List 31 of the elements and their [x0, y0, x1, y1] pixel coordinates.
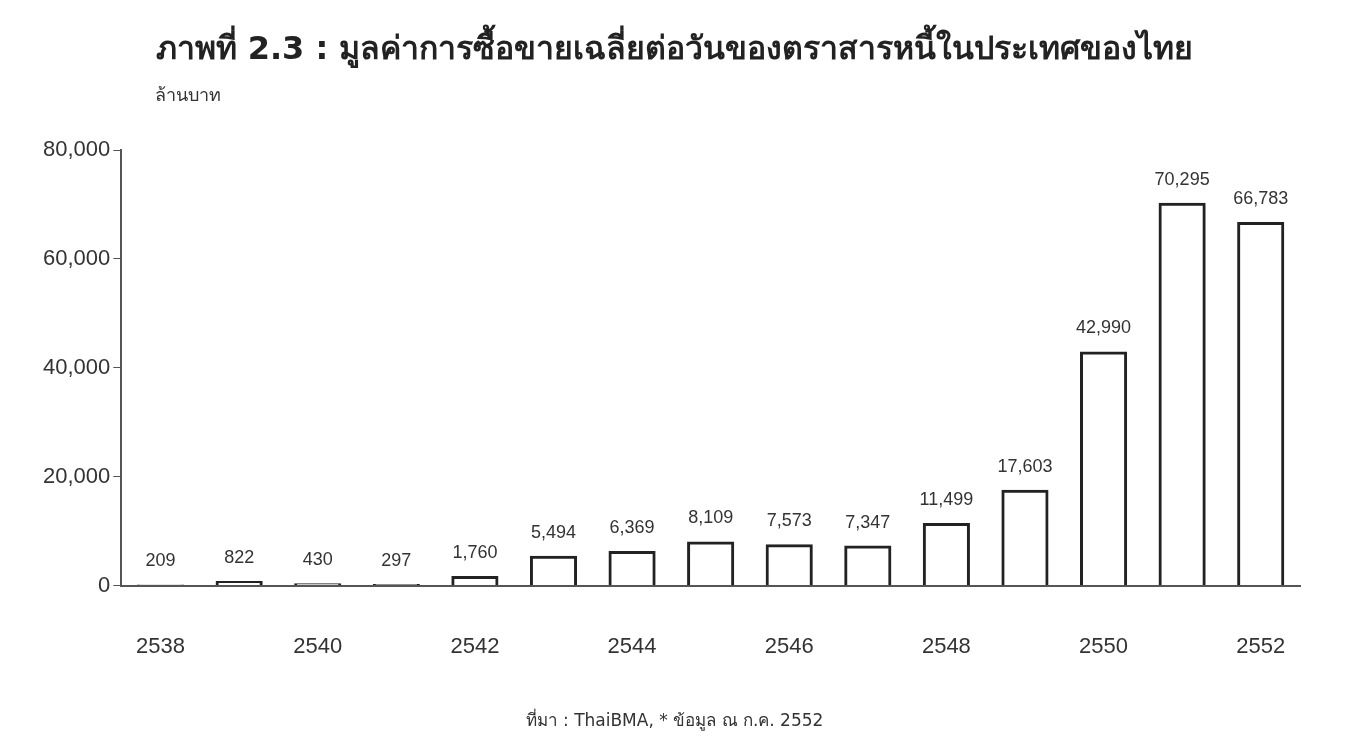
chart-title: ภาพที่ 2.3 : มูลค่าการซื้อขายเฉลี่ยต่อวันของตราสารหนี้ในประเทศของไทย: [154, 23, 1195, 70]
y-tick-label: 80,000: [42, 136, 111, 162]
text: ที่มา : ThaiBMA, * ข้อมูล ณ ก.ค. 2552: [524, 707, 825, 733]
data-label: 6,369: [609, 516, 655, 537]
x-tick-label: 2540: [293, 632, 343, 658]
x-tick-label: 2538: [136, 632, 186, 658]
x-tick-label: 2550: [1079, 632, 1129, 658]
data-label: 66,783: [1233, 187, 1289, 208]
x-tick-label: 2542: [450, 632, 500, 658]
data-label: 7,573: [766, 510, 812, 531]
data-label: 430: [302, 549, 333, 570]
data-label: 7,347: [845, 511, 891, 532]
y-tick-label: 40,000: [42, 353, 111, 379]
data-label: 209: [145, 550, 176, 571]
data-label: 5,494: [530, 521, 577, 542]
y-tick-label: 60,000: [42, 244, 111, 270]
y-tick-label: 20,000: [42, 462, 111, 488]
x-tick-label: 2546: [764, 632, 814, 658]
data-label: 822: [224, 547, 255, 568]
data-label: 42,990: [1076, 317, 1132, 338]
data-label: 297: [381, 549, 412, 570]
data-label: 8,109: [688, 507, 734, 528]
y-axis-title: ล้านบาท: [155, 83, 221, 107]
data-label: 17,603: [997, 455, 1053, 476]
data-label: 70,295: [1154, 168, 1210, 189]
data-label: 1,760: [452, 541, 498, 562]
x-tick-label: 2544: [607, 632, 657, 658]
x-tick-label: 2548: [921, 632, 971, 658]
y-tick-label: 0: [98, 571, 111, 597]
data-label: 11,499: [919, 488, 974, 509]
x-tick-label: 2552: [1236, 632, 1286, 658]
